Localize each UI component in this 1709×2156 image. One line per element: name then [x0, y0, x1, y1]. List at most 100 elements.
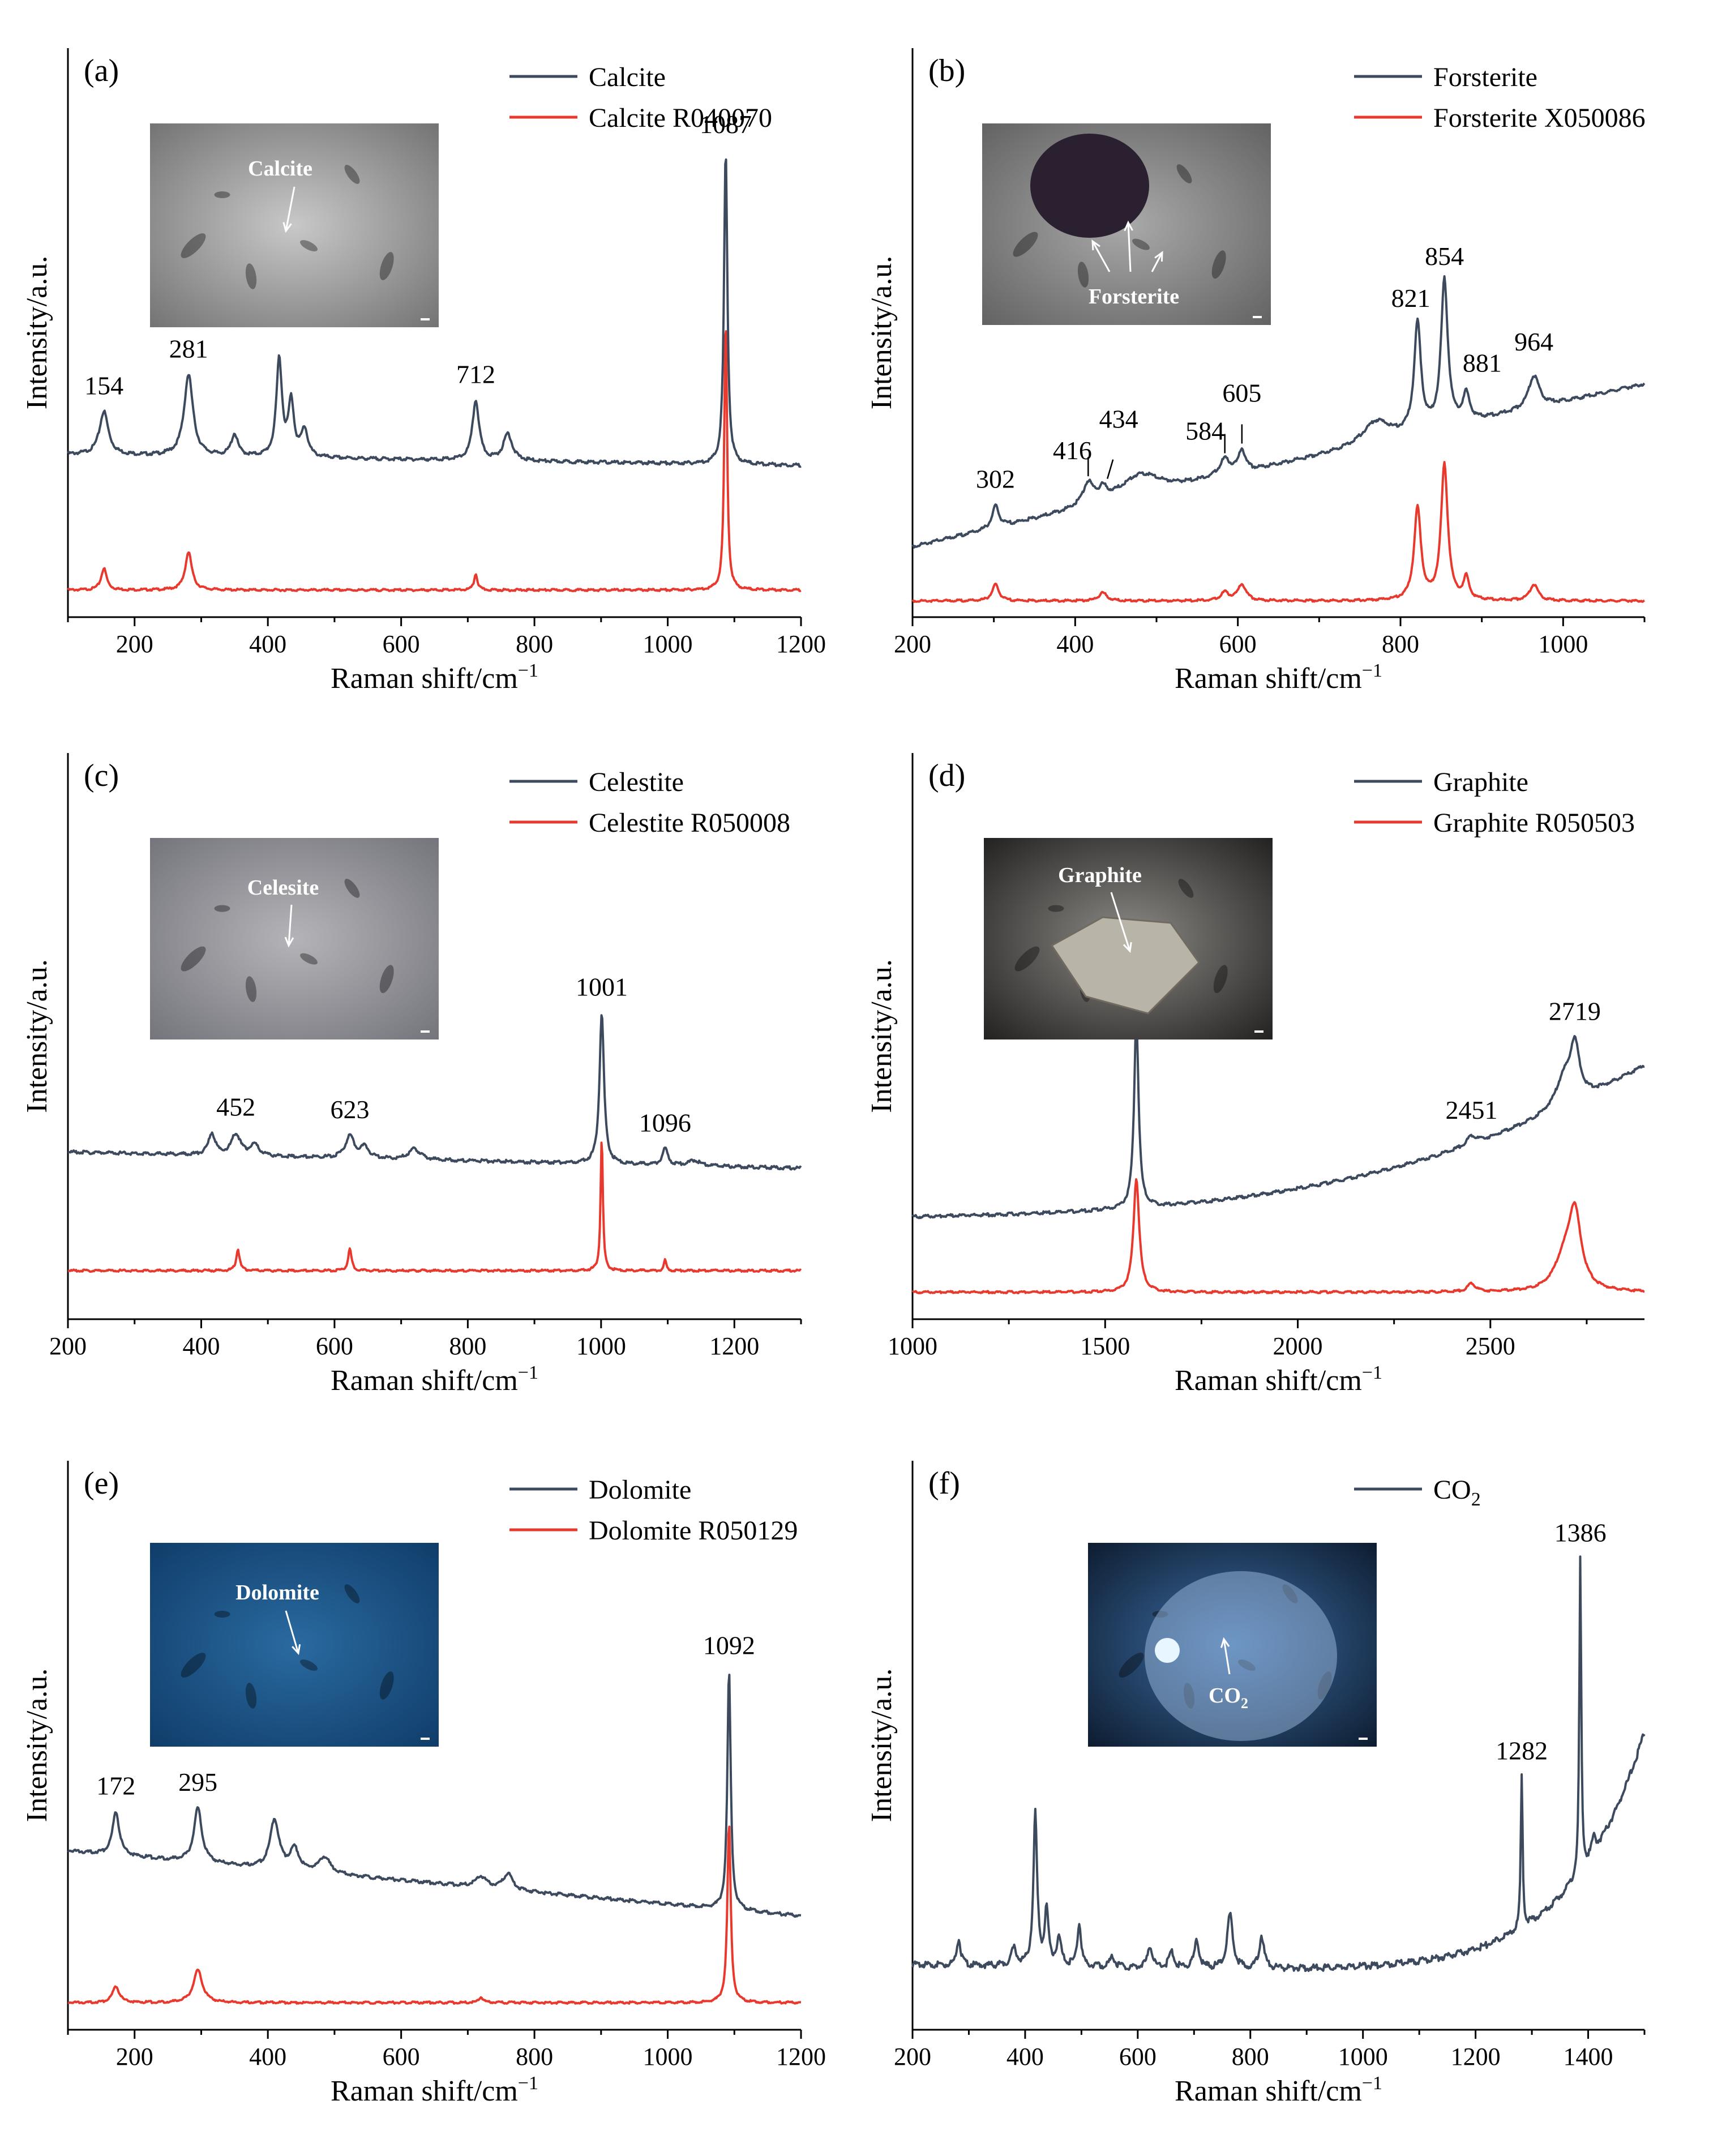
panel-label: (a) [84, 53, 119, 88]
inset-scale-bar [1359, 1738, 1368, 1740]
x-axis-label: Raman shift/cm−1 [331, 2073, 538, 2107]
x-axis-label-text: Raman shift/cm [331, 2075, 518, 2107]
legend-label: Graphite R050503 [1433, 808, 1635, 838]
x-tick-label: 2000 [1273, 1332, 1323, 1360]
inset-label: Dolomite [235, 1581, 319, 1605]
x-axis-label-superscript: −1 [1362, 1362, 1382, 1383]
inset-feature [1014, 946, 1040, 972]
x-tick-label: 600 [383, 630, 420, 658]
inset-arrow [1110, 892, 1131, 952]
panel-label: (f) [928, 1466, 960, 1501]
legend-label-text: CO [1433, 1475, 1471, 1505]
peak-label: 623 [330, 1095, 369, 1124]
legend-label: Calcite [589, 62, 666, 92]
inset-feature [344, 165, 360, 184]
x-axis-label-superscript: −1 [1362, 660, 1382, 681]
peak-label: 172 [96, 1772, 135, 1800]
inset-scale-bar [421, 1738, 430, 1740]
panel-e: 200 400 600 800 1000 1200 Raman shift/cm−1 Inte… [21, 1461, 826, 2107]
inset-feature [181, 233, 206, 258]
inset-arrowhead [1123, 942, 1132, 953]
inset-arrowhead [292, 1644, 301, 1656]
x-tick-label: 400 [249, 2043, 286, 2071]
panel-c: 200 400 600 800 1000 1200 Raman shift/cm−1 Inte… [21, 753, 802, 1397]
y-axis-label: Intensity/a.u. [21, 256, 53, 410]
x-tick-label: 600 [383, 2043, 420, 2071]
peak-label: 1282 [1496, 1736, 1548, 1765]
reference-spectrum [67, 1825, 802, 2005]
inset-micrograph: CO2 [1088, 1543, 1377, 1747]
inset-arrow [285, 1610, 299, 1654]
x-axis-label-superscript: −1 [1362, 2073, 1382, 2094]
legend-label: Celestite R050008 [589, 808, 790, 838]
inset-arrow [1091, 241, 1111, 272]
x-tick-label: 200 [116, 2043, 153, 2071]
inset-feature [1013, 232, 1038, 257]
x-tick-label: 200 [49, 1332, 87, 1360]
y-axis-label: Intensity/a.u. [866, 256, 898, 410]
x-tick-label: 1000 [1538, 630, 1588, 658]
inset-bubble [1030, 134, 1149, 238]
x-tick-label: 800 [1232, 2043, 1269, 2071]
panel-d: 1000 1500 2000 2500 Raman shift/cm−1 Intensit… [866, 753, 1645, 1397]
panel-f: 200 400 600 800 1000 1200 1400 Raman shift/cm−1… [866, 1461, 1646, 2107]
inset-arrowhead [1091, 239, 1100, 251]
inset-arrowhead [1154, 250, 1163, 262]
x-tick-label: 200 [116, 630, 153, 658]
x-axis-label-text: Raman shift/cm [331, 1364, 518, 1397]
inset-feature [1282, 1584, 1298, 1603]
peak-label: 154 [84, 371, 123, 400]
y-axis-label: Intensity/a.u. [21, 959, 53, 1113]
peak-label: 1096 [639, 1108, 691, 1137]
x-tick-label: 2500 [1466, 1332, 1515, 1360]
peak-label: 1001 [576, 973, 628, 1002]
x-axis-label-superscript: −1 [518, 2073, 538, 2094]
inset-feature [1317, 1671, 1332, 1700]
panel-label: (d) [928, 758, 965, 793]
inset-arrowhead [1220, 1637, 1230, 1648]
inset-micrograph: Dolomite [150, 1543, 439, 1747]
legend-label: Graphite [1433, 767, 1528, 797]
inset-feature [1178, 879, 1194, 898]
x-tick-label: 400 [1056, 630, 1094, 658]
inset-feature [245, 263, 257, 289]
peak-label: 2719 [1549, 996, 1601, 1025]
x-tick-label: 1000 [888, 1332, 937, 1360]
x-tick-label: 1000 [576, 1332, 626, 1360]
inset-feature [214, 191, 230, 198]
x-tick-label: 1000 [643, 630, 693, 658]
reference-spectrum [67, 1141, 802, 1273]
x-axis-label: Raman shift/cm−1 [1175, 660, 1382, 695]
inset-image [150, 1543, 439, 1747]
inset-feature [344, 1584, 360, 1603]
peak-leader-line [1106, 459, 1114, 479]
inset-label: CO2 [1209, 1684, 1248, 1712]
inset-feature [1048, 905, 1064, 912]
inset-feature [300, 1659, 318, 1671]
peak-label: 821 [1391, 284, 1430, 313]
inset-image [1088, 1543, 1377, 1747]
x-axis-label-superscript: −1 [518, 1362, 538, 1383]
x-tick-label: 600 [1219, 630, 1257, 658]
inset-scale-bar [421, 1030, 430, 1033]
x-tick-label: 400 [249, 630, 286, 658]
peak-label: 434 [1099, 405, 1138, 434]
peak-label: 1386 [1554, 1518, 1607, 1547]
sample-spectrum [67, 158, 802, 468]
legend-label: CO2 [1433, 1475, 1481, 1510]
sample-spectrum [67, 1014, 802, 1171]
inset-bubble [1145, 1571, 1337, 1741]
x-tick-label: 1200 [1451, 2043, 1501, 2071]
y-axis-label: Intensity/a.u. [866, 1669, 898, 1823]
inset-arrow [288, 904, 293, 946]
inset-image [150, 838, 439, 1040]
reference-spectrum [911, 461, 1645, 603]
reference-spectrum [67, 330, 802, 592]
sample-spectrum [911, 1555, 1646, 1972]
inset-feature [1077, 262, 1089, 288]
inset-feature [214, 1611, 230, 1618]
sample-spectrum [911, 275, 1646, 549]
panel-label: (e) [84, 1466, 119, 1501]
x-axis-label: Raman shift/cm−1 [1175, 2073, 1382, 2107]
